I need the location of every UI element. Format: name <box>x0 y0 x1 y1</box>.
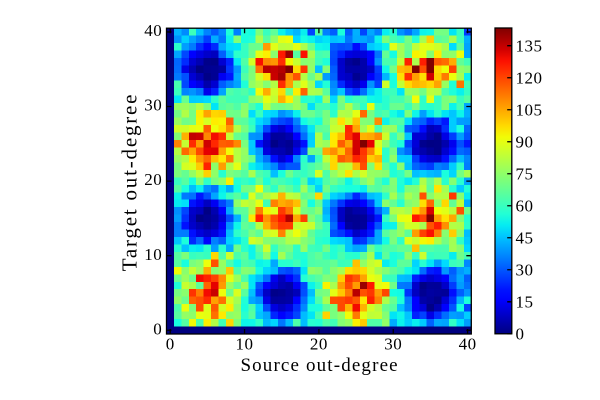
svg-text:0: 0 <box>153 319 162 338</box>
svg-text:40: 40 <box>459 335 477 354</box>
svg-text:40: 40 <box>144 21 162 40</box>
svg-text:30: 30 <box>384 335 402 354</box>
svg-text:10: 10 <box>236 335 254 354</box>
svg-text:45: 45 <box>516 228 534 247</box>
svg-text:90: 90 <box>516 132 534 151</box>
svg-text:15: 15 <box>516 292 534 311</box>
svg-text:105: 105 <box>516 100 543 119</box>
svg-text:20: 20 <box>144 170 162 189</box>
svg-text:60: 60 <box>516 196 534 215</box>
svg-text:Source out-degree: Source out-degree <box>240 355 398 376</box>
svg-text:0: 0 <box>166 335 175 354</box>
svg-text:20: 20 <box>310 335 328 354</box>
svg-text:30: 30 <box>144 96 162 115</box>
svg-text:30: 30 <box>516 260 534 279</box>
svg-text:10: 10 <box>144 245 162 264</box>
svg-text:Target out-degree: Target out-degree <box>118 93 142 272</box>
svg-text:0: 0 <box>516 324 525 343</box>
svg-text:135: 135 <box>516 36 543 55</box>
svg-text:75: 75 <box>516 164 534 183</box>
svg-text:120: 120 <box>516 68 543 87</box>
